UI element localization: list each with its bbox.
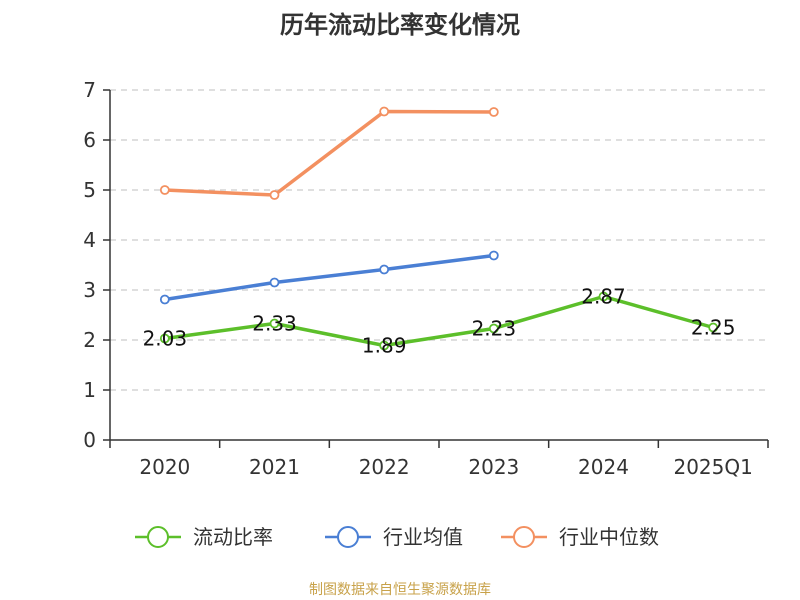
legend-item-2[interactable]: 行业中位数: [501, 525, 659, 549]
data-label: 2.25: [691, 316, 736, 340]
data-labels: 2.03 2.33 1.89 2.23 2.87 2.25: [143, 285, 736, 358]
x-tick-label: 2025Q1: [673, 455, 752, 479]
data-point: [488, 250, 499, 261]
data-label: 2.87: [581, 285, 626, 309]
data-point: [598, 291, 609, 302]
y-tick-label: 2: [83, 328, 96, 352]
y-tick-label: 3: [83, 278, 96, 302]
data-label: 1.89: [362, 334, 407, 358]
series-line-0: [164, 294, 714, 348]
data-point: [488, 107, 499, 117]
legend-label: 流动比率: [193, 525, 273, 549]
legend-marker: [513, 526, 535, 548]
data-point: [269, 318, 280, 329]
legend-item-1[interactable]: 行业均值: [325, 525, 463, 549]
data-label: 2.33: [252, 312, 297, 336]
data-point: [488, 323, 499, 334]
data-point: [708, 322, 719, 333]
legend-item-0[interactable]: 流动比率: [135, 525, 273, 549]
y-tick-label: 4: [83, 228, 96, 252]
x-tick-label: 2023: [468, 455, 519, 479]
legend-marker: [147, 526, 169, 548]
axes: 0 1 2 3 4 5 6 7 2020 2021 2022 2023 2024 2025Q1: [83, 78, 769, 479]
grid-lines: [110, 89, 768, 391]
x-tick-label: 2020: [139, 455, 190, 479]
x-tick-label: 2021: [249, 455, 300, 479]
data-point: [379, 340, 390, 351]
chart-title: 历年流动比率变化情况: [280, 11, 520, 39]
data-point: [269, 277, 280, 288]
data-point: [159, 185, 170, 195]
legend-label: 行业中位数: [559, 525, 659, 549]
data-point: [379, 264, 390, 275]
legend-label: 行业均值: [383, 525, 463, 549]
x-tick-label: 2022: [359, 455, 410, 479]
y-tick-label: 1: [83, 378, 96, 402]
data-point: [159, 294, 170, 305]
source-note: 制图数据来自恒生聚源数据库: [309, 582, 491, 598]
data-label: 2.03: [143, 327, 188, 351]
data-point: [269, 190, 280, 200]
data-point: [379, 106, 390, 117]
series-line-1: [164, 253, 495, 302]
legend-marker: [337, 526, 359, 548]
series-group: [159, 106, 719, 351]
y-tick-label: 0: [83, 428, 96, 452]
legend: 流动比率 行业均值 行业中位数: [135, 525, 659, 549]
data-point: [159, 333, 170, 344]
y-tick-label: 5: [83, 178, 96, 202]
y-tick-label: 7: [83, 78, 96, 102]
x-tick-label: 2024: [578, 455, 629, 479]
data-label: 2.23: [472, 317, 517, 341]
y-tick-label: 6: [83, 128, 96, 152]
series-line-2: [164, 109, 494, 197]
